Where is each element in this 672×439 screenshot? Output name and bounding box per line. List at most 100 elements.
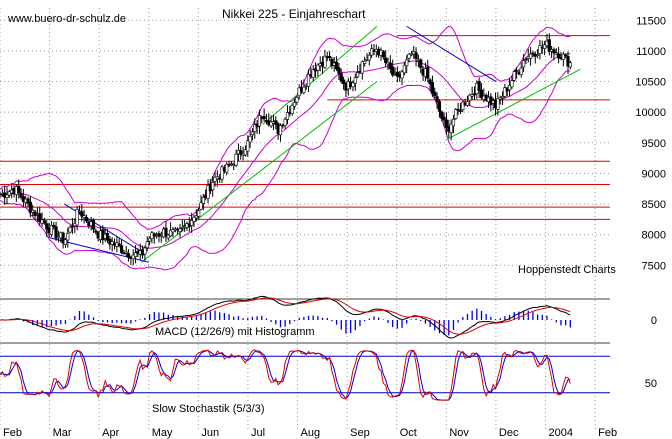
candle-body	[84, 217, 89, 222]
candle-body	[234, 153, 238, 166]
candle-body	[316, 64, 320, 71]
candle-body	[568, 62, 572, 68]
candle-body	[514, 70, 519, 72]
x-tick-label: Jun	[201, 427, 219, 439]
candle-body	[552, 49, 556, 54]
candle-body	[31, 210, 35, 213]
candle-body	[468, 94, 472, 101]
time-axis: Feb Mar Apr May Jun Jul Aug Sep Oct Nov Dec 2004 Feb	[3, 427, 617, 439]
candle-body	[243, 149, 248, 156]
candle-body	[119, 245, 124, 253]
candle-body	[334, 61, 339, 70]
candle-body	[367, 54, 371, 61]
candle-body	[302, 86, 306, 93]
candle-body	[536, 54, 540, 56]
source-label: Hoppenstedt Charts	[518, 264, 616, 276]
candle-body	[0, 194, 2, 197]
price-axis: 7500 8000 8500 9000 9500 10000 10500 11000 11500	[635, 15, 666, 272]
green-trendline	[141, 81, 378, 263]
candle-body	[82, 215, 86, 218]
candle-body	[500, 96, 505, 99]
y-tick-label: 11000	[636, 46, 666, 58]
y-tick-label: 11500	[636, 15, 666, 27]
x-tick-label: Jul	[251, 427, 265, 439]
candle-body	[528, 53, 533, 59]
candle-body	[402, 64, 406, 74]
candle-body	[498, 97, 502, 100]
candle-body	[507, 85, 512, 91]
candle-body	[433, 91, 437, 96]
x-tick-label: Apr	[102, 427, 119, 439]
price-bars	[0, 33, 572, 266]
candle-body	[80, 211, 84, 217]
candle-body	[370, 48, 374, 56]
candle-body	[94, 230, 98, 233]
candle-body	[388, 62, 392, 69]
candle-body	[435, 96, 439, 103]
x-tick-label: Dec	[499, 427, 519, 439]
x-tick-label: Sep	[350, 427, 370, 439]
candle-body	[353, 77, 357, 84]
candle-body	[360, 61, 364, 74]
candle-body	[290, 105, 294, 114]
x-tick-label: Nov	[449, 427, 469, 439]
macd-label: MACD (12/26/9) mit Histogramm	[155, 326, 315, 338]
y-tick-label: 9500	[642, 138, 666, 150]
candle-body	[531, 52, 535, 55]
candle-body	[297, 87, 301, 97]
x-tick-label: 2004	[549, 427, 573, 439]
candle-body	[246, 140, 250, 152]
candle-body	[250, 131, 255, 136]
candle-body	[451, 118, 456, 127]
candle-body	[456, 108, 460, 111]
candle-body	[269, 121, 273, 127]
candle-body	[117, 243, 121, 246]
candle-body	[166, 234, 170, 239]
candle-body	[49, 224, 54, 235]
candle-body	[510, 80, 514, 88]
candle-body	[169, 229, 173, 237]
x-tick-label: May	[152, 427, 173, 439]
candle-body	[197, 210, 201, 217]
lower-band	[0, 70, 571, 271]
candle-body	[211, 181, 215, 191]
candle-body	[68, 227, 72, 233]
macd-signal-line	[0, 297, 571, 335]
candle-body	[437, 101, 442, 112]
candle-body	[414, 52, 418, 60]
candle-body	[503, 87, 507, 97]
candle-body	[323, 55, 327, 68]
y-tick-label: 8000	[642, 230, 666, 242]
candle-body	[295, 97, 299, 103]
candle-body	[66, 233, 70, 241]
candle-body	[45, 223, 49, 230]
candle-body	[192, 216, 196, 222]
candle-body	[248, 135, 252, 143]
candle-body	[409, 53, 413, 56]
y-tick-label: 10000	[635, 107, 666, 119]
candle-body	[180, 227, 184, 229]
candle-body	[330, 58, 334, 67]
candle-body	[512, 71, 516, 81]
candle-body	[479, 89, 484, 99]
candle-body	[351, 82, 355, 88]
candle-body	[554, 52, 558, 55]
candle-body	[171, 229, 175, 233]
candle-body	[42, 220, 47, 224]
candle-body	[285, 112, 290, 120]
candle-body	[557, 53, 561, 59]
y-tick-label: 9000	[642, 168, 666, 180]
candle-body	[449, 123, 453, 133]
macd-panel	[0, 295, 610, 339]
candle-body	[5, 194, 9, 198]
stochastic-panel	[0, 342, 610, 401]
candle-body	[143, 247, 147, 255]
candle-body	[229, 163, 234, 165]
candle-body	[339, 73, 343, 82]
candle-body	[327, 55, 332, 59]
candle-body	[257, 115, 262, 127]
candle-body	[566, 55, 570, 67]
candle-body	[145, 241, 149, 249]
candle-body	[524, 58, 528, 61]
candle-body	[461, 101, 465, 110]
